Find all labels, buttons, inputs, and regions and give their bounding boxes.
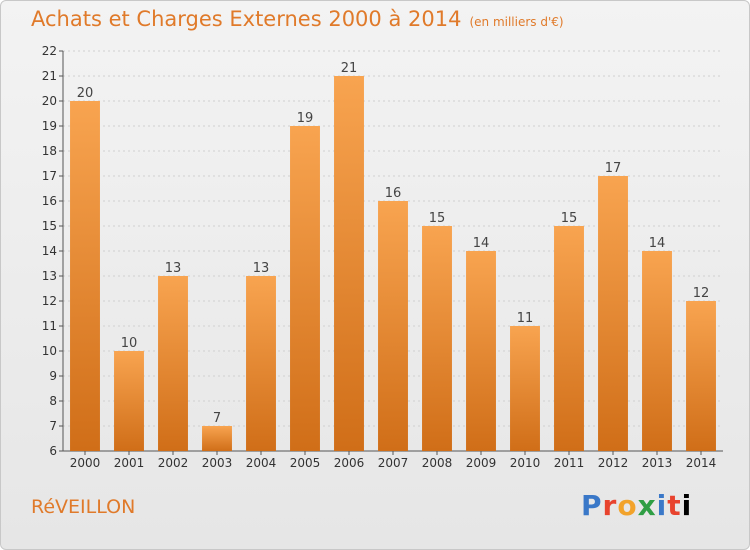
data-label: 19	[297, 111, 314, 126]
y-tick-label: 18	[42, 144, 57, 158]
y-tick-label: 20	[42, 94, 57, 108]
chart-subtitle: (en milliers d'€)	[469, 15, 564, 29]
y-tick-label: 9	[49, 369, 57, 383]
x-tick-label: 2003	[202, 456, 233, 470]
data-label: 13	[253, 261, 270, 276]
y-tick-label: 21	[42, 69, 57, 83]
data-label: 15	[561, 211, 578, 226]
data-label: 17	[605, 161, 622, 176]
logo-letter: o	[617, 489, 638, 522]
bar	[642, 251, 672, 451]
y-tick-label: 6	[49, 444, 57, 458]
x-tick-label: 2005	[290, 456, 321, 470]
proxiti-logo: Proxiti	[581, 489, 692, 522]
bar	[422, 226, 452, 451]
data-labels: 20 10 13 7 13 19 21 16 15 14 11 15 17 14 12	[77, 61, 710, 426]
bar	[378, 201, 408, 451]
data-label: 11	[517, 311, 534, 326]
x-tick-label: 2009	[466, 456, 497, 470]
y-tick-label: 11	[42, 319, 57, 333]
logo-letter: P	[581, 489, 603, 522]
logo-letter: i	[681, 489, 693, 522]
bar	[686, 301, 716, 451]
x-tick-label: 2012	[598, 456, 629, 470]
bar	[114, 351, 144, 451]
bar	[70, 101, 100, 451]
x-tick-label: 2010	[510, 456, 541, 470]
x-tick-label: 2006	[334, 456, 365, 470]
x-tick-label: 2008	[422, 456, 453, 470]
bar	[246, 276, 276, 451]
x-tick-label: 2011	[554, 456, 585, 470]
bar	[510, 326, 540, 451]
logo-letter: x	[637, 489, 657, 522]
bars	[70, 76, 716, 451]
y-tick-label: 22	[42, 44, 57, 58]
x-tick-label: 2001	[114, 456, 145, 470]
data-label: 13	[165, 261, 182, 276]
x-tick-label: 2007	[378, 456, 409, 470]
bar	[554, 226, 584, 451]
x-tick-label: 2013	[642, 456, 673, 470]
logo-letter: i	[656, 489, 668, 522]
axes: 6 7 8 9 10 11 12 13 14 15 16 17 18 19 20 21 22 2000 2001 20…	[42, 44, 723, 470]
data-label: 21	[341, 61, 358, 76]
data-label: 12	[693, 286, 710, 301]
bar	[466, 251, 496, 451]
x-tick-label: 2014	[686, 456, 717, 470]
data-label: 16	[385, 186, 402, 201]
y-tick-label: 16	[42, 194, 57, 208]
x-tick-label: 2000	[70, 456, 101, 470]
y-tick-label: 7	[49, 419, 57, 433]
bar	[598, 176, 628, 451]
chart-title: Achats et Charges Externes 2000 à 2014	[31, 7, 462, 31]
data-label: 10	[121, 336, 138, 351]
bar	[334, 76, 364, 451]
y-tick-label: 10	[42, 344, 57, 358]
bar	[158, 276, 188, 451]
logo-letter: r	[602, 489, 618, 522]
chart-title-block: Achats et Charges Externes 2000 à 2014 (e…	[31, 7, 564, 31]
data-label: 14	[649, 236, 666, 251]
bar	[290, 126, 320, 451]
data-label: 7	[213, 411, 221, 426]
y-tick-label: 14	[42, 244, 57, 258]
x-tick-label: 2004	[246, 456, 277, 470]
y-tick-label: 17	[42, 169, 57, 183]
y-tick-label: 15	[42, 219, 57, 233]
data-label: 15	[429, 211, 446, 226]
bar	[202, 426, 232, 451]
y-tick-label: 13	[42, 269, 57, 283]
y-tick-label: 8	[49, 394, 57, 408]
y-tick-label: 19	[42, 119, 57, 133]
y-tick-label: 12	[42, 294, 57, 308]
logo-letter: t	[667, 489, 682, 522]
town-name: RéVEILLON	[31, 496, 136, 518]
data-label: 14	[473, 236, 490, 251]
x-tick-label: 2002	[158, 456, 189, 470]
data-label: 20	[77, 86, 94, 101]
